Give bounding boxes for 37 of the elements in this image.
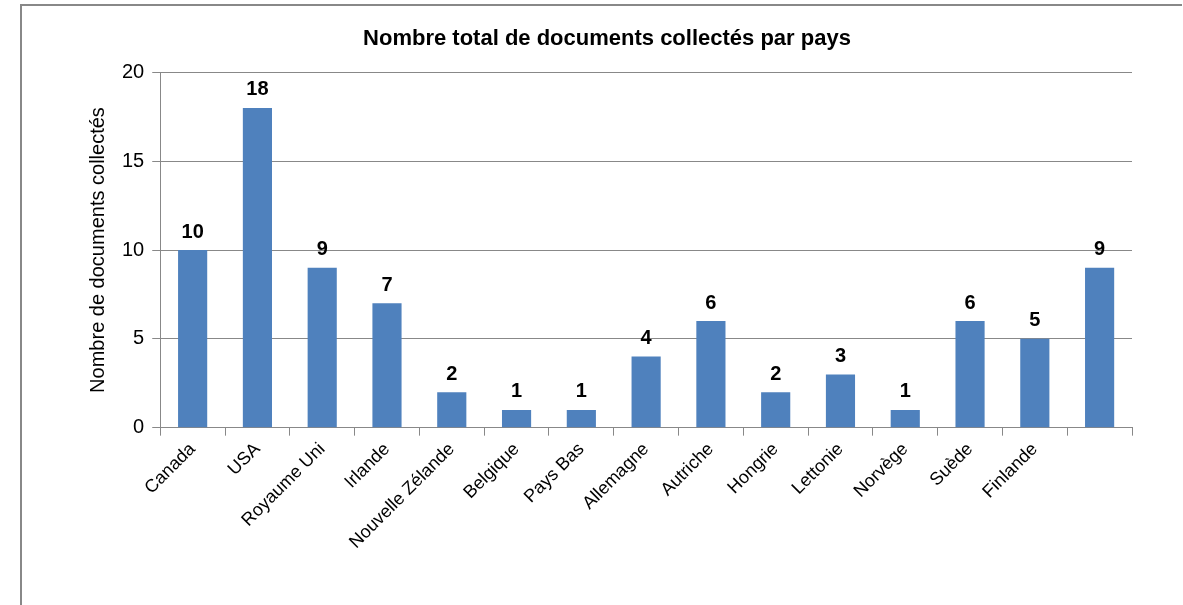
bar <box>825 374 856 428</box>
data-label: 3 <box>834 343 847 366</box>
bar <box>372 303 402 428</box>
bar <box>437 392 467 428</box>
bar <box>696 321 726 428</box>
bar <box>631 356 661 428</box>
data-label: 6 <box>964 290 976 313</box>
bar <box>1085 267 1115 428</box>
bar <box>307 267 337 428</box>
y-tick-label: 20 <box>122 59 145 82</box>
data-label: 5 <box>1029 308 1041 331</box>
bar <box>242 107 272 428</box>
y-axis-title: Nombre de documents collectés <box>85 107 108 393</box>
data-label: 7 <box>381 272 393 295</box>
bar <box>178 250 208 428</box>
bar <box>501 409 532 428</box>
bar <box>955 321 985 428</box>
data-label: 2 <box>770 361 782 384</box>
data-label: 1 <box>575 379 587 402</box>
bar <box>1020 338 1050 428</box>
data-label: 18 <box>246 77 269 100</box>
y-tick-label: 10 <box>122 237 145 260</box>
data-label: 9 <box>1094 237 1106 260</box>
data-label: 9 <box>316 237 328 260</box>
data-label: 1 <box>510 379 523 402</box>
bar <box>890 409 920 428</box>
y-tick-label: 0 <box>133 415 145 438</box>
data-label: 10 <box>181 219 204 242</box>
data-label: 2 <box>446 361 458 384</box>
y-tick-label: 5 <box>133 326 145 349</box>
data-label: 4 <box>640 326 653 349</box>
bar <box>566 409 596 428</box>
data-label: 6 <box>705 290 717 313</box>
chart-title: Nombre total de documents collectés par pays <box>363 25 851 51</box>
bar <box>761 392 791 428</box>
data-label: 1 <box>899 379 911 402</box>
y-tick-label: 15 <box>122 148 145 171</box>
